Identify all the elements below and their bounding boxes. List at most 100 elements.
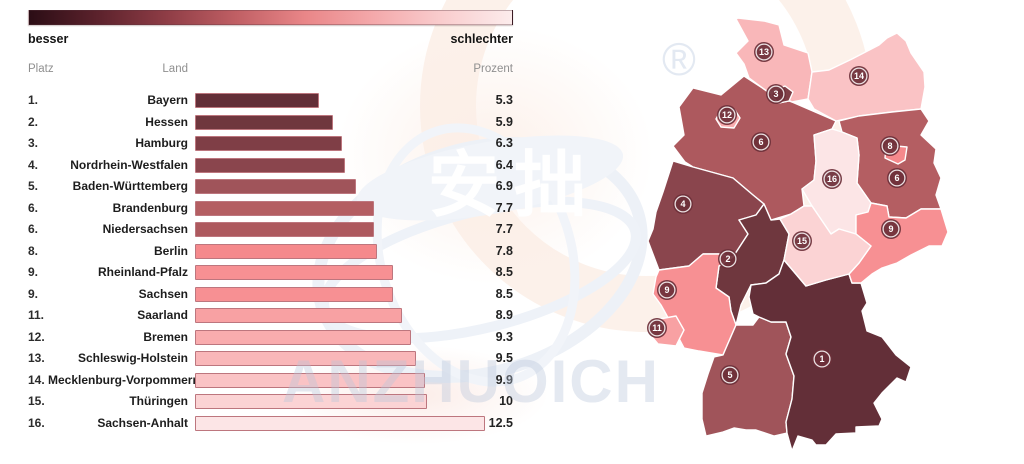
rank-cell: 11. bbox=[28, 308, 45, 323]
ranking-row: 3. Hamburg 6.3 bbox=[28, 136, 513, 152]
ranking-row: 6. Niedersachsen 7.7 bbox=[28, 222, 513, 238]
svg-text:9: 9 bbox=[664, 285, 669, 295]
rank-cell: 15. bbox=[28, 394, 45, 409]
state-badge-berlin: 8 bbox=[880, 136, 900, 156]
value-bar bbox=[195, 136, 343, 152]
value-bar bbox=[195, 329, 412, 345]
rank-cell: 1. bbox=[28, 93, 39, 107]
state-badge-sachsen-anhalt: 16 bbox=[822, 169, 842, 189]
state-badge-baden-w-rttemberg: 5 bbox=[720, 365, 740, 385]
state-badge-mecklenburg-vorpommern: 14 bbox=[849, 66, 869, 86]
value-bar bbox=[195, 265, 393, 281]
state-name: Hamburg bbox=[135, 136, 188, 151]
state-name: Rheinland-Pfalz bbox=[97, 265, 188, 280]
value-bar bbox=[195, 286, 393, 302]
state-badge-rheinland-pfalz: 9 bbox=[657, 280, 677, 300]
value-bar bbox=[195, 308, 403, 324]
state-name: Sachsen-Anhalt bbox=[97, 415, 188, 430]
svg-text:1: 1 bbox=[819, 354, 824, 364]
ranking-row: 16. Sachsen-Anhalt 12.5 bbox=[28, 415, 513, 431]
svg-text:13: 13 bbox=[759, 47, 769, 57]
value-cell: 12.5 bbox=[488, 415, 513, 430]
svg-text:5: 5 bbox=[727, 370, 732, 380]
header-value: Prozent bbox=[473, 63, 513, 75]
rank-cell: 9. bbox=[28, 265, 39, 280]
state-badge-niedersachsen: 6 bbox=[751, 132, 771, 152]
ranking-row: 13. Schleswig-Holstein 9.5 bbox=[28, 351, 513, 367]
rank-cell: 16. bbox=[28, 415, 45, 430]
svg-text:6: 6 bbox=[758, 137, 763, 147]
value-bar bbox=[195, 372, 426, 388]
rank-cell: 14. bbox=[28, 372, 45, 387]
value-cell: 6.3 bbox=[495, 136, 513, 151]
state-badge-hessen: 2 bbox=[718, 249, 738, 269]
value-cell: 10 bbox=[499, 394, 513, 409]
value-cell: 7.7 bbox=[495, 222, 513, 237]
state-badge-schleswig-holstein: 13 bbox=[754, 42, 774, 62]
header-rank: Platz bbox=[28, 63, 54, 75]
state-name: Brandenburg bbox=[112, 200, 188, 215]
value-bar bbox=[195, 157, 345, 173]
state-badge-sachsen: 9 bbox=[881, 219, 901, 239]
value-cell: 8.9 bbox=[495, 308, 513, 323]
value-cell: 9.9 bbox=[495, 372, 513, 387]
value-cell: 7.8 bbox=[495, 243, 513, 258]
ranking-row: 2. Hessen 5.9 bbox=[28, 114, 513, 130]
ranking-row: 12. Bremen 9.3 bbox=[28, 329, 513, 345]
svg-text:9: 9 bbox=[888, 224, 893, 234]
rank-cell: 9. bbox=[28, 286, 39, 301]
ranking-row: 4. Nordrhein-Westfalen 6.4 bbox=[28, 157, 513, 173]
state-name: Hessen bbox=[145, 114, 188, 129]
svg-text:4: 4 bbox=[680, 199, 685, 209]
state-name: Baden-Württemberg bbox=[72, 179, 188, 194]
value-bar bbox=[195, 243, 377, 259]
state-name: Niedersachsen bbox=[102, 222, 188, 237]
state-name: Bremen bbox=[143, 329, 188, 344]
svg-text:14: 14 bbox=[854, 71, 864, 81]
value-cell: 8.5 bbox=[495, 265, 513, 280]
rank-cell: 8. bbox=[28, 243, 39, 258]
ranking-rows: 1. Bayern 5.3 2. Hessen 5.9 3. Hamburg 6.3 4. Nord… bbox=[28, 93, 513, 443]
rank-cell: 4. bbox=[28, 157, 39, 172]
rank-cell: 3. bbox=[28, 136, 39, 151]
state-name: Bayern bbox=[147, 93, 188, 107]
ranking-row: 8. Berlin 7.8 bbox=[28, 243, 513, 259]
state-badge-th-ringen: 15 bbox=[792, 231, 812, 251]
value-bar bbox=[195, 93, 320, 108]
svg-text:16: 16 bbox=[827, 174, 837, 184]
state-name: Mecklenburg-Vorpommern bbox=[48, 372, 200, 387]
rank-cell: 5. bbox=[28, 179, 39, 194]
state-badge-bayern: 1 bbox=[812, 349, 832, 369]
rank-cell: 13. bbox=[28, 351, 45, 366]
value-bar bbox=[195, 200, 375, 216]
value-cell: 9.5 bbox=[495, 351, 513, 366]
state-name: Sachsen bbox=[138, 286, 188, 301]
legend-better-label: besser bbox=[28, 32, 69, 46]
ranking-row: 9. Sachsen 8.5 bbox=[28, 286, 513, 302]
value-bar bbox=[195, 415, 485, 431]
ranking-row: 1. Bayern 5.3 bbox=[28, 93, 513, 108]
value-bar bbox=[195, 179, 356, 195]
state-name: Berlin bbox=[153, 243, 188, 258]
svg-text:6: 6 bbox=[894, 173, 899, 183]
rank-cell: 2. bbox=[28, 114, 39, 129]
rank-cell: 6. bbox=[28, 222, 39, 237]
value-cell: 9.3 bbox=[495, 329, 513, 344]
state-badge-saarland: 11 bbox=[647, 318, 667, 338]
value-cell: 8.5 bbox=[495, 286, 513, 301]
value-cell: 5.3 bbox=[495, 93, 513, 107]
ranking-row: 6. Brandenburg 7.7 bbox=[28, 200, 513, 216]
svg-text:15: 15 bbox=[797, 236, 807, 246]
svg-text:11: 11 bbox=[652, 323, 662, 333]
ranking-row: 11. Saarland 8.9 bbox=[28, 308, 513, 324]
value-cell: 7.7 bbox=[495, 200, 513, 215]
ranking-row: 9. Rheinland-Pfalz 8.5 bbox=[28, 265, 513, 281]
value-bar bbox=[195, 222, 375, 238]
state-name: Thüringen bbox=[129, 394, 188, 409]
state-badge-nordrhein-westfalen: 4 bbox=[673, 194, 693, 214]
value-bar bbox=[195, 394, 428, 410]
state-badge-brandenburg: 6 bbox=[887, 168, 907, 188]
ranking-row: 15. Thüringen 10 bbox=[28, 394, 513, 410]
value-cell: 5.9 bbox=[495, 114, 513, 129]
